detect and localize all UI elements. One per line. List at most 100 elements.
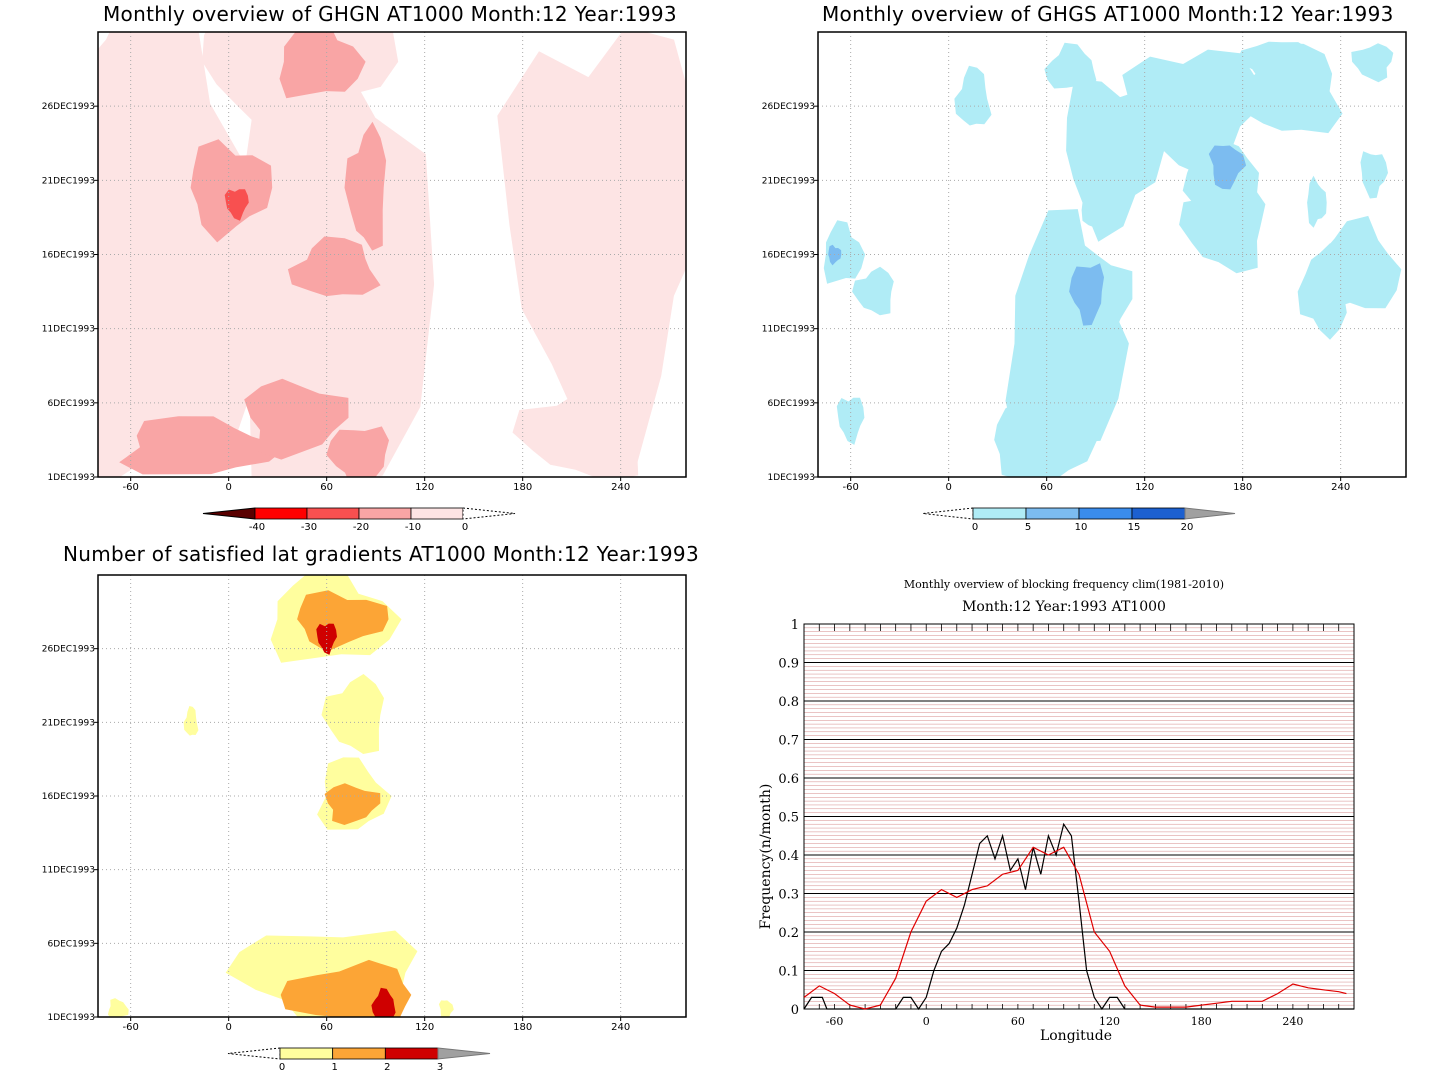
chart-title: Monthly overview of blocking frequency c…: [904, 578, 1224, 591]
contour-region: [1208, 145, 1247, 190]
ghgs-panel: Monthly overview of GHGS AT1000 Month:12…: [720, 0, 1440, 545]
x-tick-label: 180: [513, 1022, 532, 1033]
red-series-line: [803, 846, 1347, 1010]
colorbar-label: -20: [353, 522, 369, 533]
y-tick-label: 1DEC1993: [767, 473, 815, 483]
x-tick-label: -60: [122, 482, 138, 493]
contour-region: [1351, 43, 1394, 83]
y-tick-label: 0.4: [778, 849, 799, 864]
background-field: [497, 32, 686, 477]
colorbar-right-arrow: [1184, 507, 1236, 520]
contour-region: [828, 244, 842, 266]
colorbar: 0 5 10 15 20: [922, 507, 1236, 533]
x-tick-label: -60: [826, 1015, 844, 1028]
x-tick-label: 120: [1099, 1015, 1120, 1028]
y-tick-label: 16DEC1993: [762, 251, 815, 261]
plot-area: [98, 32, 686, 477]
contour-region: [1314, 215, 1402, 310]
colorbar-left-arrow: [922, 507, 974, 520]
background-field: [1231, 43, 1343, 134]
contour-region: [1360, 151, 1388, 199]
gradients-title: Number of satisfied lat gradients AT1000…: [63, 542, 699, 566]
x-tick-label: 0: [923, 1015, 930, 1028]
x-tick-label: 240: [1331, 482, 1350, 493]
x-tick-label: 0: [945, 482, 951, 493]
y-tick-label: 1DEC1993: [47, 473, 95, 483]
colorbar: -40 -30 -20 -10 0: [202, 507, 516, 533]
contour-region: [183, 706, 199, 736]
plot-frame: [803, 623, 1355, 1010]
contour-region: [954, 65, 992, 126]
x-tick-label: 120: [1135, 482, 1154, 493]
contour-region: [1081, 183, 1108, 236]
contour-region: [1004, 393, 1098, 477]
colorbar-cell: [410, 507, 464, 520]
background-field: [98, 32, 182, 133]
contour-region: [287, 236, 381, 297]
colorbar-label: 15: [1128, 522, 1141, 533]
contour-region: [371, 987, 396, 1017]
colorbar-cell: [279, 1047, 334, 1060]
contour-region: [1069, 263, 1104, 326]
y-tick-label: 0.5: [778, 811, 799, 826]
chart-subtitle: Month:12 Year:1993 AT1000: [962, 599, 1166, 615]
x-tick-label: -60: [842, 482, 858, 493]
background-field: [98, 32, 277, 477]
colorbar-label: 3: [437, 1062, 443, 1073]
contour-region: [823, 220, 866, 284]
colorbar-right-arrow: [462, 507, 516, 520]
contour-region: [852, 266, 894, 316]
x-tick-label: -60: [122, 1022, 138, 1033]
ghgn-title: Monthly overview of GHGN AT1000 Month:12…: [103, 2, 677, 26]
x-tick-label: 120: [415, 482, 434, 493]
colorbar-cell: [306, 507, 360, 520]
y-axis-label: Frequency(n/month): [758, 784, 774, 930]
contour-region: [1236, 41, 1312, 86]
colorbar-label: 0: [972, 522, 978, 533]
ghgn-heatmap: -60 0 60 120 180 240 1DEC1993 6DEC1993 11DEC1993…: [42, 31, 687, 533]
y-tick-label: 6DEC1993: [767, 399, 815, 409]
colorbar-cell: [1078, 507, 1133, 520]
colorbar-label: 5: [1025, 522, 1031, 533]
contour-region: [344, 121, 387, 251]
colorbar-label: 10: [1075, 522, 1088, 533]
contour-region: [244, 378, 349, 460]
x-tick-label: 60: [320, 482, 333, 493]
colorbar-cell: [972, 507, 1027, 520]
x-tick-label: 0: [225, 1022, 231, 1033]
blocking-line-chart: Monthly overview of blocking frequency c…: [758, 578, 1355, 1044]
colorbar-cell: [332, 1047, 386, 1060]
x-tick-label: 180: [513, 482, 532, 493]
colorbar-label: -40: [249, 522, 265, 533]
y-tick-label: 6DEC1993: [47, 399, 95, 409]
y-tick-label: 16DEC1993: [42, 792, 95, 802]
y-tick-label: 0.1: [778, 965, 799, 980]
y-tick-label: 16DEC1993: [42, 251, 95, 261]
contour-region: [321, 674, 384, 754]
black-series-line: [803, 822, 1354, 1011]
gradients-heatmap: -60 0 60 120 180 2401DEC19936DEC199311DEC1993…: [42, 574, 687, 1073]
colorbar-label: 20: [1181, 522, 1194, 533]
y-tick-label: 6DEC1993: [47, 939, 95, 949]
y-tick-label: 0.7: [778, 734, 799, 749]
colorbar-left-arrow: [227, 1047, 281, 1060]
y-tick-label: 26DEC1993: [762, 102, 815, 112]
plot-area: [818, 32, 1406, 477]
x-tick-label: 60: [1011, 1015, 1025, 1028]
ghgn-panel: Monthly overview of GHGN AT1000 Month:12…: [0, 0, 720, 545]
x-tick-label: 60: [1040, 482, 1053, 493]
contour-region: [1307, 175, 1327, 228]
colorbar-left-arrow: [202, 507, 256, 520]
contour-region: [224, 189, 249, 221]
colorbar-label: 0: [279, 1062, 285, 1073]
y-tick-label: 0.2: [778, 926, 799, 941]
colorbar-right-arrow: [437, 1047, 491, 1060]
x-tick-label: 240: [611, 1022, 630, 1033]
contour-region: [438, 1000, 454, 1017]
contour-region: [279, 32, 366, 99]
x-tick-label: 60: [320, 1022, 333, 1033]
y-tick-label: 0.6: [778, 772, 799, 787]
background-field: [512, 383, 651, 477]
colorbar: 0 1 2 3: [227, 1047, 491, 1073]
contour-region: [1044, 42, 1097, 90]
